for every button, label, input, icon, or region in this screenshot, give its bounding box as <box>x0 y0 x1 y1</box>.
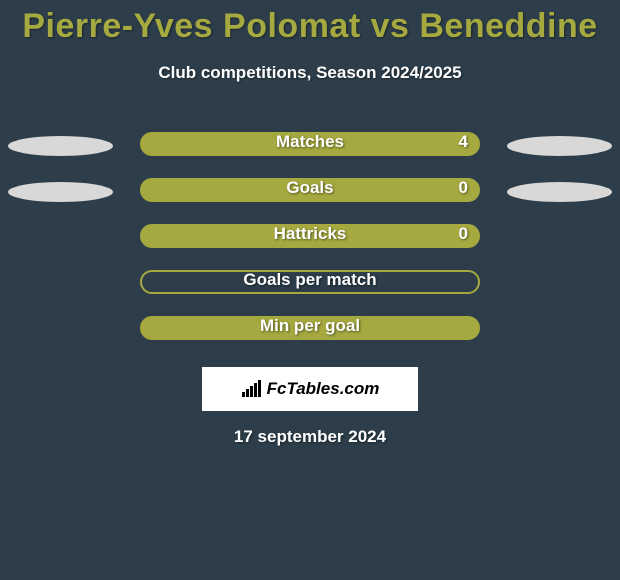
stat-bar: Min per goal <box>140 316 480 340</box>
logo-text: FcTables.com <box>241 379 380 399</box>
right-pill <box>507 182 612 202</box>
right-pill <box>507 136 612 156</box>
comparison-infographic: Pierre-Yves Polomat vs Beneddine Club co… <box>0 0 620 447</box>
stat-label: Goals <box>142 178 478 198</box>
logo-label: FcTables.com <box>267 379 380 399</box>
date-label: 17 september 2024 <box>0 427 620 447</box>
stat-label: Min per goal <box>142 316 478 336</box>
stat-bar: Goals per match <box>140 270 480 294</box>
stat-row: Matches4 <box>0 121 620 167</box>
stat-value: 4 <box>459 132 468 152</box>
stat-row: Goals0 <box>0 167 620 213</box>
stat-bar: Matches4 <box>140 132 480 156</box>
stat-bar: Goals0 <box>140 178 480 202</box>
stat-value: 0 <box>459 224 468 244</box>
stat-label: Matches <box>142 132 478 152</box>
left-pill <box>8 136 113 156</box>
left-pill <box>8 182 113 202</box>
bar-chart-icon <box>241 380 263 398</box>
stat-row: Min per goal <box>0 305 620 351</box>
stat-bar: Hattricks0 <box>140 224 480 248</box>
stat-row: Goals per match <box>0 259 620 305</box>
page-title: Pierre-Yves Polomat vs Beneddine <box>0 8 620 45</box>
stat-row: Hattricks0 <box>0 213 620 259</box>
stat-rows: Matches4Goals0Hattricks0Goals per matchM… <box>0 121 620 351</box>
stat-label: Hattricks <box>142 224 478 244</box>
stat-value: 0 <box>459 178 468 198</box>
page-subtitle: Club competitions, Season 2024/2025 <box>0 63 620 83</box>
logo-box: FcTables.com <box>202 367 418 411</box>
stat-label: Goals per match <box>142 270 478 290</box>
